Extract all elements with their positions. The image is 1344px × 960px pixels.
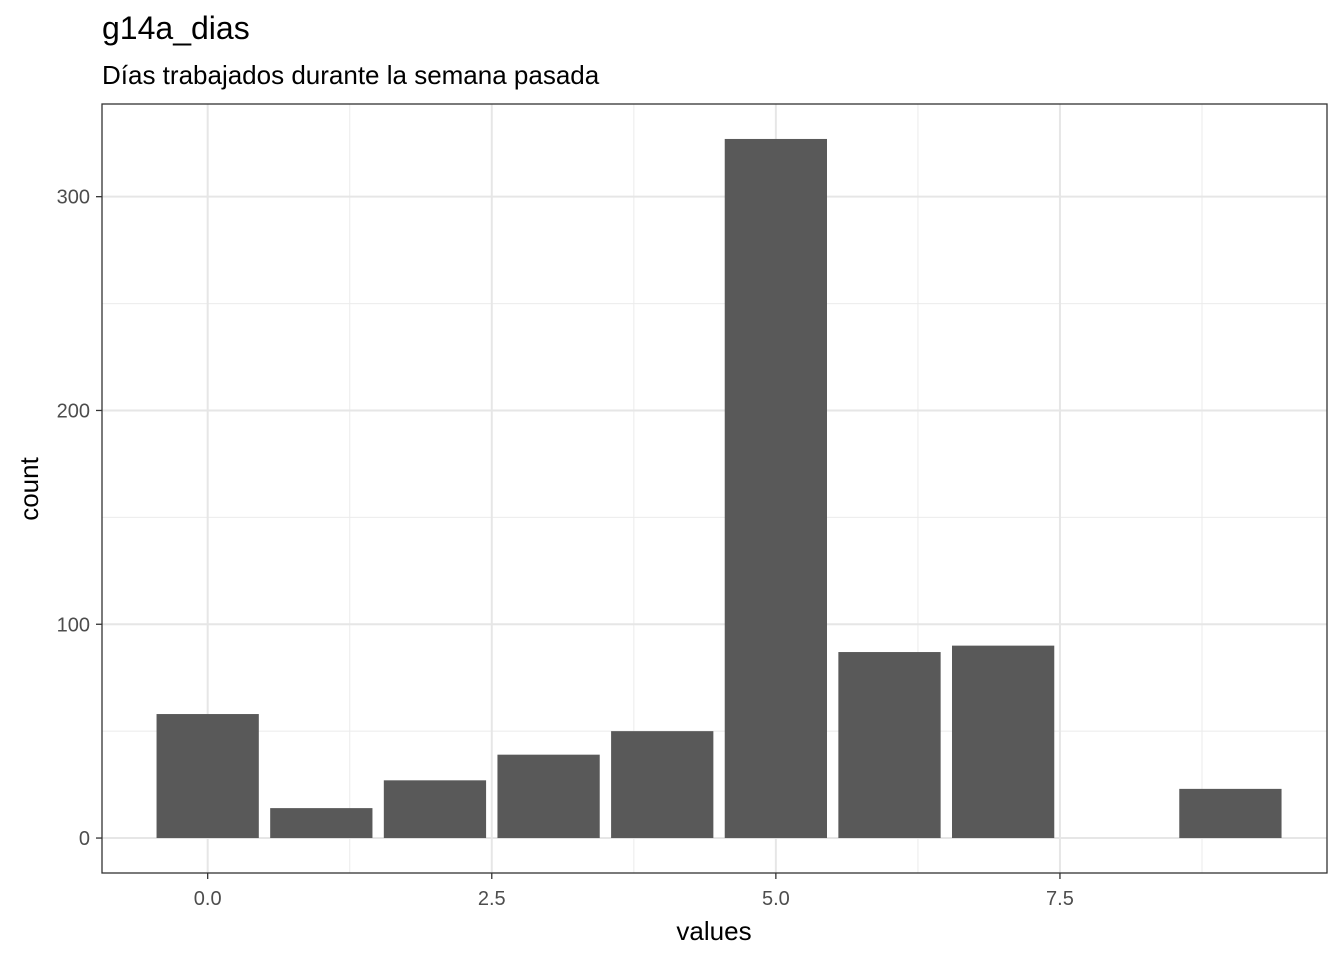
bar-3: [497, 754, 600, 839]
plot-panel-border: [101, 103, 1328, 874]
x-tick-label: 5.0: [762, 888, 790, 910]
x-tick-label: 7.5: [1046, 888, 1074, 910]
y-tick-label: 100: [57, 614, 90, 636]
x-axis-title: values: [676, 916, 751, 946]
bar-2: [383, 780, 487, 839]
x-axis: 0.0 2.5 5.0 7.5: [194, 873, 1074, 910]
y-axis-title: count: [14, 456, 44, 520]
chart-subtitle: Días trabajados durante la semana pasada: [102, 60, 600, 90]
plot-panel-background: [102, 104, 1327, 873]
y-tick-label: 300: [57, 187, 90, 209]
y-axis: 0 100 200 300: [57, 187, 102, 850]
y-tick-label: 0: [79, 828, 90, 850]
bar-5: [724, 138, 827, 839]
bar-1: [270, 808, 373, 839]
bar-7: [952, 645, 1055, 839]
x-tick-label: 0.0: [194, 888, 222, 910]
chart-title: g14a_dias: [102, 10, 250, 46]
bar-4: [611, 731, 714, 839]
y-tick-label: 200: [57, 400, 90, 422]
bar-9: [1179, 788, 1282, 839]
bar-0: [156, 714, 259, 839]
bar-6: [838, 652, 941, 839]
x-tick-label: 2.5: [478, 888, 506, 910]
bars: [156, 138, 1282, 839]
